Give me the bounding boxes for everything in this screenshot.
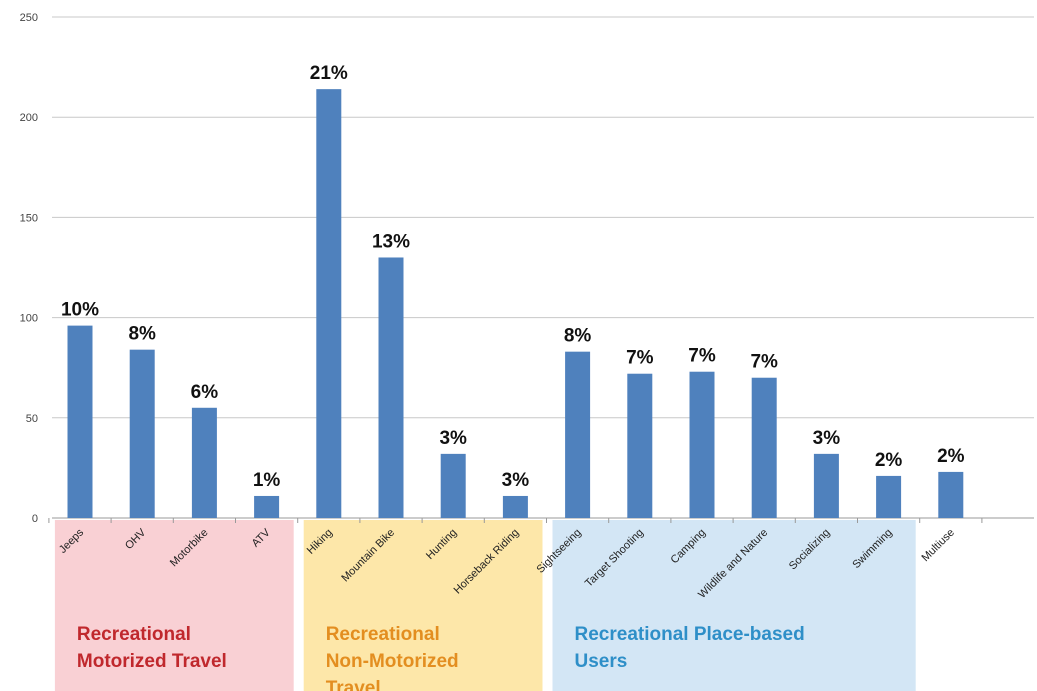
data-label: 7% bbox=[688, 346, 716, 367]
bar bbox=[565, 351, 591, 518]
y-tick-label: 50 bbox=[26, 413, 38, 425]
bar bbox=[129, 349, 155, 518]
bar bbox=[938, 471, 964, 518]
data-label: 13% bbox=[372, 231, 410, 252]
bar bbox=[254, 495, 280, 518]
gridlines: 0 50 100 150 200 250 bbox=[20, 12, 1034, 525]
group-label-line: Recreational bbox=[77, 624, 191, 645]
data-label: 2% bbox=[937, 446, 965, 467]
bar bbox=[67, 325, 93, 518]
y-tick-label: 0 bbox=[32, 513, 38, 525]
category-label: Multiuse bbox=[919, 527, 956, 564]
bars bbox=[67, 89, 964, 519]
data-label: 10% bbox=[61, 300, 99, 321]
bar bbox=[876, 475, 902, 518]
bar bbox=[502, 495, 528, 518]
group-label-line: Motorized Travel bbox=[77, 651, 227, 672]
data-labels: 10% 8% 6% 1% 21% 13% 3% 3% 8% 7% 7% 7% 3% 2% 2% bbox=[61, 63, 965, 491]
data-label: 1% bbox=[253, 470, 281, 491]
group-label-line: Recreational bbox=[326, 624, 440, 645]
data-label: 21% bbox=[310, 63, 348, 84]
group-label-line: Recreational Place-based bbox=[575, 624, 805, 645]
bar bbox=[378, 257, 404, 518]
data-label: 3% bbox=[502, 470, 530, 491]
y-tick-label: 200 bbox=[20, 112, 38, 124]
data-label: 8% bbox=[564, 326, 592, 347]
y-tick-label: 250 bbox=[20, 12, 38, 24]
data-label: 3% bbox=[813, 428, 841, 449]
y-tick-label: 150 bbox=[20, 212, 38, 224]
bar bbox=[627, 373, 653, 518]
bar bbox=[751, 377, 777, 518]
group-backgrounds bbox=[54, 520, 916, 691]
group-label-0: Recreational Motorized Travel bbox=[77, 624, 227, 672]
group-label-1: Recreational Non-Motorized Travel bbox=[326, 624, 459, 691]
data-label: 6% bbox=[191, 382, 219, 403]
group-box-2 bbox=[552, 520, 916, 691]
group-label-line: Users bbox=[575, 651, 628, 672]
group-labels: Recreational Motorized TravelRecreational… bbox=[77, 624, 805, 691]
bar bbox=[440, 453, 466, 518]
y-tick-label: 100 bbox=[20, 313, 38, 325]
group-label-2: Recreational Place-based Users bbox=[575, 624, 805, 672]
group-box-1 bbox=[303, 520, 543, 691]
bar bbox=[316, 89, 342, 519]
bar bbox=[191, 407, 217, 518]
data-label: 2% bbox=[875, 450, 903, 471]
data-label: 7% bbox=[750, 352, 778, 373]
data-label: 8% bbox=[128, 324, 156, 345]
group-label-line: Travel bbox=[326, 678, 381, 691]
data-label: 7% bbox=[626, 348, 654, 369]
group-box-0 bbox=[54, 520, 294, 691]
data-label: 3% bbox=[439, 428, 467, 449]
bar bbox=[689, 371, 715, 518]
group-label-line: Non-Motorized bbox=[326, 651, 459, 672]
bar bbox=[813, 453, 839, 518]
